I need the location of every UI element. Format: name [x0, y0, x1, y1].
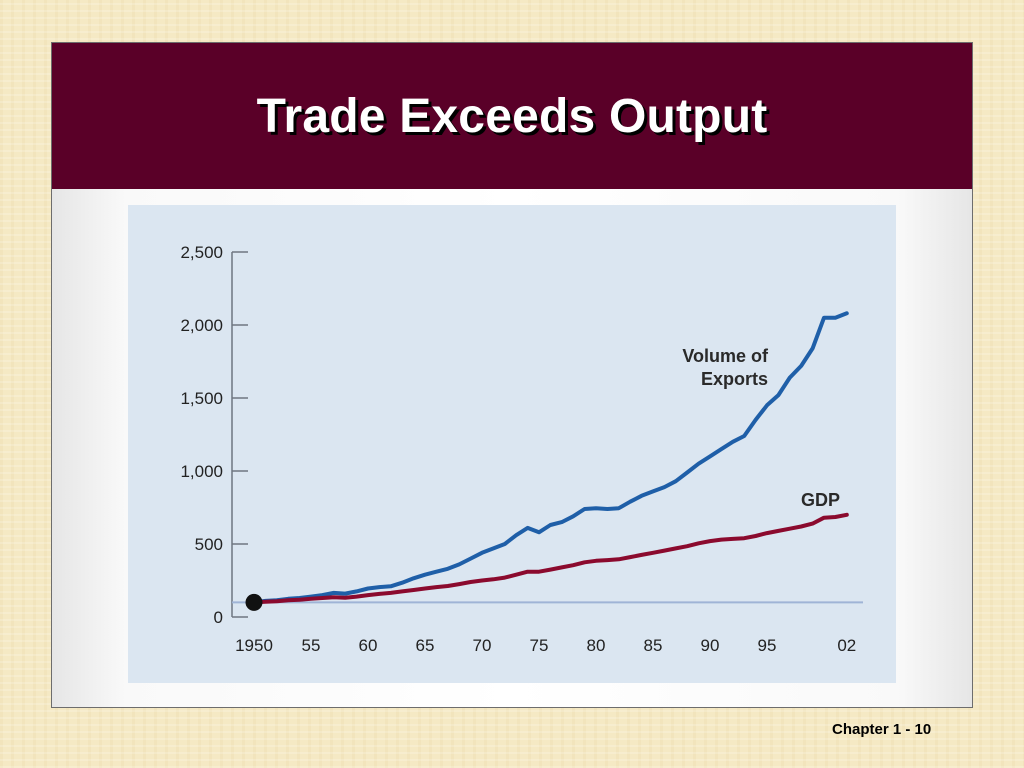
x-tick-label: 75 — [530, 636, 549, 655]
start-point-marker — [245, 593, 263, 611]
series-label: Exports — [701, 369, 768, 389]
series-line-gdp — [252, 512, 849, 605]
slide-number: Chapter 1 - 10 — [832, 721, 932, 738]
y-tick-label: 0 — [214, 608, 223, 627]
y-tick-label: 2,000 — [180, 316, 223, 335]
x-tick-label: 65 — [416, 636, 435, 655]
x-tick-label: 55 — [302, 636, 321, 655]
chart-panel: 0 500 1,000 1,500 2,000 2,500 1950 55 60 65 70 75 80… — [128, 205, 896, 683]
x-tick-label: 95 — [758, 636, 777, 655]
y-tick-label: 1,000 — [180, 462, 223, 481]
x-tick-label: 80 — [587, 636, 606, 655]
x-tick-label: 85 — [644, 636, 663, 655]
series-line-exports — [252, 311, 849, 605]
line-chart: 0 500 1,000 1,500 2,000 2,500 1950 55 60 65 70 75 80… — [180, 243, 863, 655]
y-tick-label: 2,500 — [180, 243, 223, 262]
series-label: GDP — [801, 490, 840, 510]
y-tick-label: 1,500 — [180, 389, 223, 408]
series-label: Volume of — [682, 346, 769, 366]
x-tick-label: 1950 — [235, 636, 273, 655]
x-tick-label: 70 — [473, 636, 492, 655]
x-tick-label: 60 — [359, 636, 378, 655]
x-tick-label: 90 — [701, 636, 720, 655]
y-tick-label: 500 — [195, 535, 223, 554]
slide-title: Trade Exceeds Output — [256, 89, 768, 143]
x-tick-label: 02 — [837, 636, 856, 655]
title-bar: Trade Exceeds Output — [52, 43, 972, 189]
